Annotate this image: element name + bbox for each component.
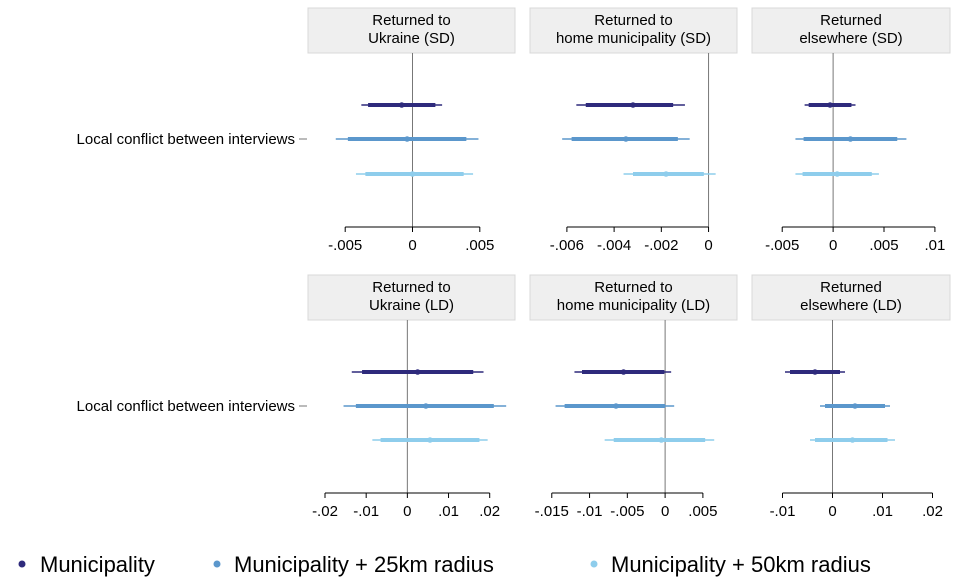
x-tick-label: -.002 <box>644 237 678 254</box>
x-tick-label: .005 <box>869 237 898 254</box>
panel-strip <box>307 7 516 54</box>
x-tick-label: -.01 <box>577 503 603 520</box>
point-estimate <box>847 136 854 142</box>
point-estimate <box>620 369 627 375</box>
x-tick-label: .02 <box>479 503 500 520</box>
panel-title-line: Returned to <box>594 279 672 296</box>
legend-marker <box>590 560 598 568</box>
x-tick-label: .01 <box>872 503 893 520</box>
x-tick-label: -.005 <box>610 503 644 520</box>
x-tick-label: -.01 <box>770 503 796 520</box>
point-estimate <box>834 171 840 177</box>
x-tick-label: 0 <box>403 503 411 520</box>
panel-title-line: Returned <box>820 279 882 296</box>
x-tick-label: -.02 <box>312 503 338 520</box>
panel-title-line: home municipality (LD) <box>557 297 710 314</box>
x-tick-label: -.004 <box>597 237 631 254</box>
x-tick-label: 0 <box>828 503 836 520</box>
legend-label: Municipality + 50km radius <box>611 552 871 577</box>
x-tick-label: 0 <box>829 237 837 254</box>
x-tick-label: .01 <box>438 503 459 520</box>
point-estimate <box>623 136 629 142</box>
point-estimate <box>613 403 619 409</box>
legend-marker <box>213 560 221 568</box>
row-label: Local conflict between interviews <box>77 131 295 148</box>
point-estimate <box>849 437 856 443</box>
x-tick-label: -.006 <box>550 237 584 254</box>
legend-label: Municipality + 25km radius <box>234 552 494 577</box>
point-estimate <box>663 171 669 177</box>
panel-title-line: elsewhere (LD) <box>800 297 902 314</box>
point-estimate <box>852 403 858 409</box>
point-estimate <box>409 171 416 177</box>
row-label: Local conflict between interviews <box>77 398 295 415</box>
panel-strip <box>529 274 738 321</box>
panel-title-line: home municipality (SD) <box>556 30 711 47</box>
panel-title-line: Ukraine (SD) <box>368 30 455 47</box>
x-tick-label: 0 <box>661 503 669 520</box>
panel-title-line: elsewhere (SD) <box>799 30 902 47</box>
panel-strip <box>529 7 738 54</box>
panel-title-line: Returned to <box>372 279 450 296</box>
x-tick-label: 0 <box>704 237 712 254</box>
x-tick-label: 0 <box>408 237 416 254</box>
x-tick-label: .01 <box>924 237 945 254</box>
x-tick-label: -.015 <box>535 503 569 520</box>
point-estimate <box>427 437 433 443</box>
point-estimate <box>414 369 421 375</box>
panel-title-line: Returned to <box>372 12 450 29</box>
point-estimate <box>423 403 429 409</box>
point-estimate <box>658 437 665 443</box>
legend-label: Municipality <box>40 552 155 577</box>
point-estimate <box>630 102 636 108</box>
x-tick-label: .005 <box>688 503 717 520</box>
point-estimate <box>398 102 405 108</box>
legend-marker <box>18 560 26 568</box>
panel-strip <box>751 274 951 321</box>
panel-strip <box>751 7 951 54</box>
x-tick-label: -.005 <box>328 237 362 254</box>
point-estimate <box>827 102 833 108</box>
point-estimate <box>812 369 818 375</box>
point-estimate <box>404 136 410 142</box>
x-tick-label: .005 <box>465 237 494 254</box>
x-tick-label: -.01 <box>353 503 379 520</box>
panel-title-line: Returned <box>820 12 882 29</box>
x-tick-label: -.005 <box>765 237 799 254</box>
x-tick-label: .02 <box>922 503 943 520</box>
panel-title-line: Returned to <box>594 12 672 29</box>
panel-strip <box>307 274 516 321</box>
panel-title-line: Ukraine (LD) <box>369 297 454 314</box>
